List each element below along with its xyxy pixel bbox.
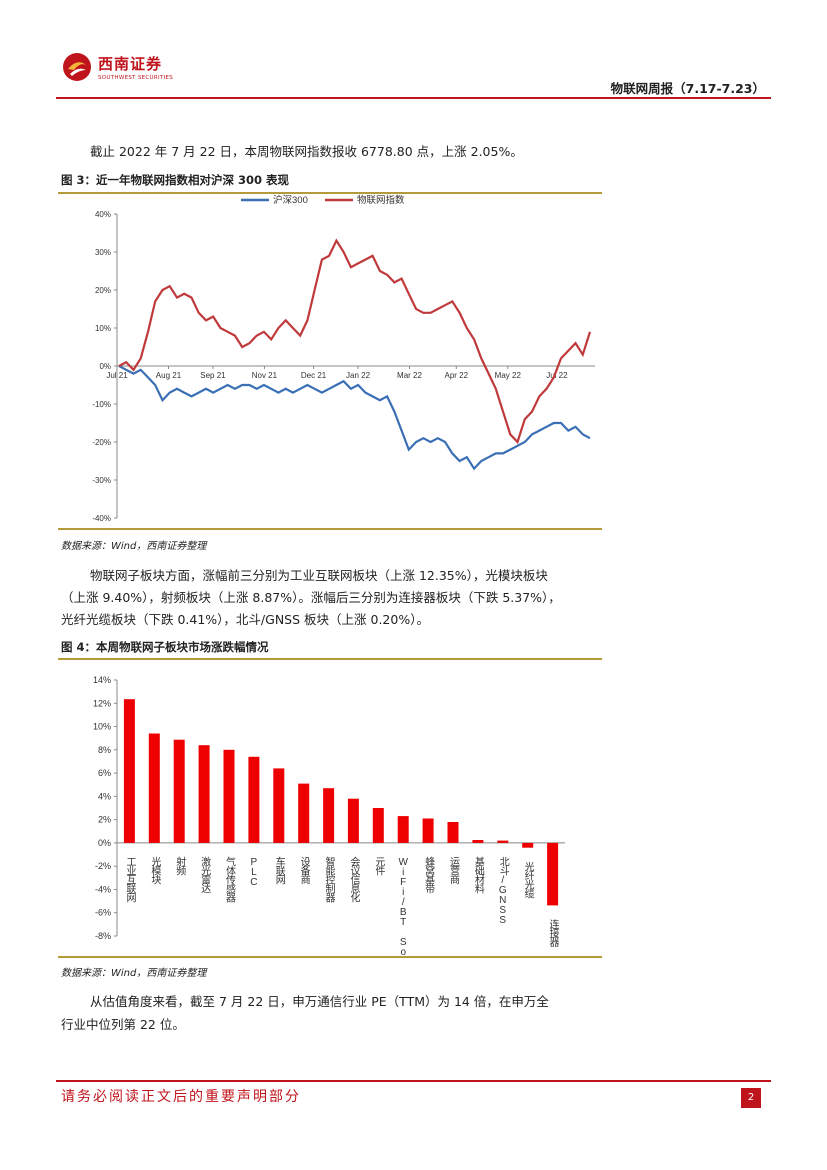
y-tick-label: -30% xyxy=(92,476,111,485)
legend-hs300: 沪深300 xyxy=(273,194,308,206)
bar xyxy=(198,745,210,843)
x-tick-label: Nov 21 xyxy=(252,371,278,380)
category-label: 光模块 xyxy=(149,856,161,886)
logo-emblem-icon xyxy=(63,53,91,81)
category-label: 射频 xyxy=(174,857,186,877)
logo: 西南证券 SOUTHWEST SECURITIES xyxy=(62,50,182,86)
category-label: 激光雷达 xyxy=(199,856,211,894)
series-line-hs300 xyxy=(118,365,591,471)
x-tick-label: May 22 xyxy=(495,371,522,380)
category-label: 会议信息化 xyxy=(348,856,360,903)
bar xyxy=(273,768,285,843)
footer-rule xyxy=(56,1080,771,1082)
bar xyxy=(323,788,335,843)
y-tick-label: -40% xyxy=(92,514,111,523)
paragraph-subsector-line3: 光纤光缆板块（下跌 0.41%），北斗/GNSS 板块（上涨 0.20%）。 xyxy=(61,612,429,627)
chart-legend: 沪深300 物联网指数 xyxy=(241,194,405,206)
logo-en: SOUTHWEST SECURITIES xyxy=(98,75,174,81)
x-tick-label: Dec 21 xyxy=(301,371,327,380)
y-tick-label: 2% xyxy=(98,815,111,825)
y-tick-label: 0% xyxy=(98,838,111,848)
category-label: 设备商 xyxy=(298,857,310,886)
bar xyxy=(497,840,509,843)
figure4-title: 图 4：本周物联网子板块市场涨跌幅情况 xyxy=(61,640,269,654)
x-tick-label: Jul 21 xyxy=(106,371,128,380)
figure4-source: 数据来源：Wind，西南证券整理 xyxy=(61,968,207,979)
bar xyxy=(298,783,310,843)
figure4-bottom-rule xyxy=(58,956,602,958)
y-tick-label: -6% xyxy=(95,908,111,918)
category-label: 气体传感器 xyxy=(224,856,236,904)
y-tick-label: 40% xyxy=(95,210,111,219)
bar xyxy=(447,822,459,843)
x-tick-label: Aug 21 xyxy=(156,371,182,380)
category-label: 运营商 xyxy=(448,857,460,886)
logo-cn: 西南证券 xyxy=(98,55,163,73)
bar xyxy=(372,808,384,843)
category-label: 光纤光缆 xyxy=(522,860,534,898)
bar xyxy=(248,756,260,843)
bar xyxy=(347,798,359,843)
category-label: 车联网 xyxy=(273,856,285,886)
y-tick-label: 10% xyxy=(93,722,111,732)
x-tick-label: Jul 22 xyxy=(546,371,568,380)
bar xyxy=(472,840,484,843)
y-tick-label: -4% xyxy=(95,884,111,894)
category-label: 蜂窝基带 xyxy=(423,856,435,895)
y-tick-label: 0% xyxy=(99,362,111,371)
x-tick-label: Apr 22 xyxy=(445,371,469,380)
y-tick-label: -20% xyxy=(92,438,111,447)
y-tick-label: 14% xyxy=(93,675,111,685)
category-label: WiFi/BT SoC xyxy=(397,857,408,956)
y-tick-label: 4% xyxy=(98,791,111,801)
y-tick-label: 6% xyxy=(98,768,111,778)
y-tick-label: 12% xyxy=(93,698,111,708)
category-label: 智能控制器 xyxy=(323,856,335,904)
footer-disclaimer: 请务必阅读正文后的重要声明部分 xyxy=(61,1089,301,1105)
category-label: 基础材料 xyxy=(472,856,484,895)
bar xyxy=(547,842,559,906)
y-tick-label: 20% xyxy=(95,286,111,295)
category-label: 工业互联网 xyxy=(124,857,136,904)
y-tick-label: -10% xyxy=(92,400,111,409)
bar xyxy=(223,749,235,843)
x-tick-label: Mar 22 xyxy=(397,371,422,380)
series-line-iot xyxy=(118,238,592,445)
report-title: 物联网周报（7.17-7.23） xyxy=(610,81,765,96)
figure3-bottom-rule xyxy=(58,528,602,530)
legend-iot: 物联网指数 xyxy=(357,194,405,206)
bar xyxy=(148,733,160,843)
category-label: 北斗/GNSS xyxy=(497,857,509,925)
x-tick-label: Jan 22 xyxy=(346,371,371,380)
paragraph-valuation-line1: 从估值角度来看，截至 7 月 22 日，申万通信行业 PE（TTM）为 14 倍… xyxy=(90,994,549,1009)
paragraph-subsector-line2: （上涨 9.40%），射频板块（上涨 8.87%）。涨幅后三分别为连接器板块（下… xyxy=(61,590,561,605)
figure4-top-rule xyxy=(58,658,602,660)
figure3-source: 数据来源：Wind，西南证券整理 xyxy=(61,541,207,552)
y-tick-label: -2% xyxy=(95,861,111,871)
header-rule xyxy=(56,97,771,99)
paragraph-valuation-line2: 行业中位列第 22 位。 xyxy=(61,1017,185,1032)
y-tick-label: 8% xyxy=(98,745,111,755)
figure4-bar-chart: 14% 12% 10% 8% 6% 4% 2% 0% -2% -4% -6% -8% 工业互联网 光模块… xyxy=(93,675,565,956)
figure3-line-chart: 40% 30% 20% 10% 0% -10% -20% -30% -40% Jul 21 Aug… xyxy=(92,194,595,523)
bar xyxy=(422,818,434,843)
bar xyxy=(123,699,135,843)
paragraph-subsector-line1: 物联网子板块方面，涨幅前三分别为工业互联网板块（上涨 12.35%），光模块板块 xyxy=(90,568,548,583)
category-label: 连接器 xyxy=(547,918,559,948)
bar xyxy=(397,816,409,843)
category-label: 元件 xyxy=(373,857,385,877)
figure3-top-rule xyxy=(58,192,602,194)
y-tick-label: 10% xyxy=(95,324,111,333)
x-tick-label: Sep 21 xyxy=(200,371,226,380)
y-tick-label: 30% xyxy=(95,248,111,257)
bar xyxy=(173,739,185,843)
y-tick-label: -8% xyxy=(95,931,111,941)
page-number: 2 xyxy=(741,1088,761,1108)
paragraph-index-close: 截止 2022 年 7 月 22 日，本周物联网指数报收 6778.80 点，上… xyxy=(90,144,523,159)
bar xyxy=(522,842,534,848)
category-label: PLC xyxy=(248,857,259,887)
figure3-title: 图 3：近一年物联网指数相对沪深 300 表现 xyxy=(61,173,290,187)
